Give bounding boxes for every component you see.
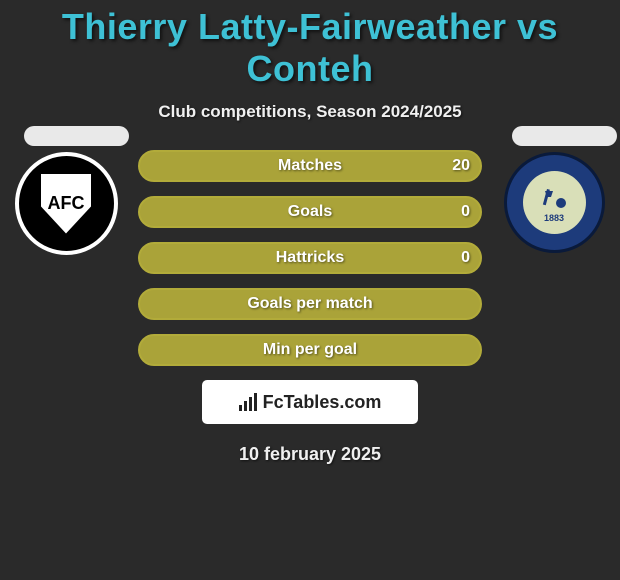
stat-bar-goals: Goals 0 [138,196,482,228]
stat-right-value: 0 [461,244,470,272]
stat-bar-min-per-goal: Min per goal [138,334,482,366]
comparison-card: Thierry Latty-Fairweather vs Conteh Club… [0,0,620,580]
page-title: Thierry Latty-Fairweather vs Conteh [0,0,620,90]
stat-label: Min per goal [263,341,357,359]
player-left-pill [24,126,129,146]
brand-box[interactable]: FcTables.com [202,380,418,424]
bars-icon [239,393,257,411]
stat-bar-hattricks: Hattricks 0 [138,242,482,274]
subtitle: Club competitions, Season 2024/2025 [0,102,620,122]
crest-left-label: AFC [41,174,91,234]
player-right-pill [512,126,617,146]
player-right-block: 1883 [494,120,614,253]
brand-label: FcTables.com [263,392,382,413]
crest-right-inner: 1883 [523,171,586,234]
stat-row: Goals per match [0,288,620,320]
player-left-crest: AFC [15,152,118,255]
stat-right-value: 20 [452,152,470,180]
stat-bar-matches: Matches 20 [138,150,482,182]
stat-bar-goals-per-match: Goals per match [138,288,482,320]
pirate-icon [539,183,569,213]
player-right-crest: 1883 [504,152,605,253]
stat-label: Matches [278,157,342,175]
stat-label: Hattricks [276,249,344,267]
stat-right-value: 0 [461,198,470,226]
date-line: 10 february 2025 [0,444,620,465]
crest-right-year: 1883 [544,213,564,223]
stat-label: Goals [288,203,332,221]
stat-row: Min per goal [0,334,620,366]
stat-label: Goals per match [247,295,372,313]
player-left-block: AFC [6,120,126,255]
